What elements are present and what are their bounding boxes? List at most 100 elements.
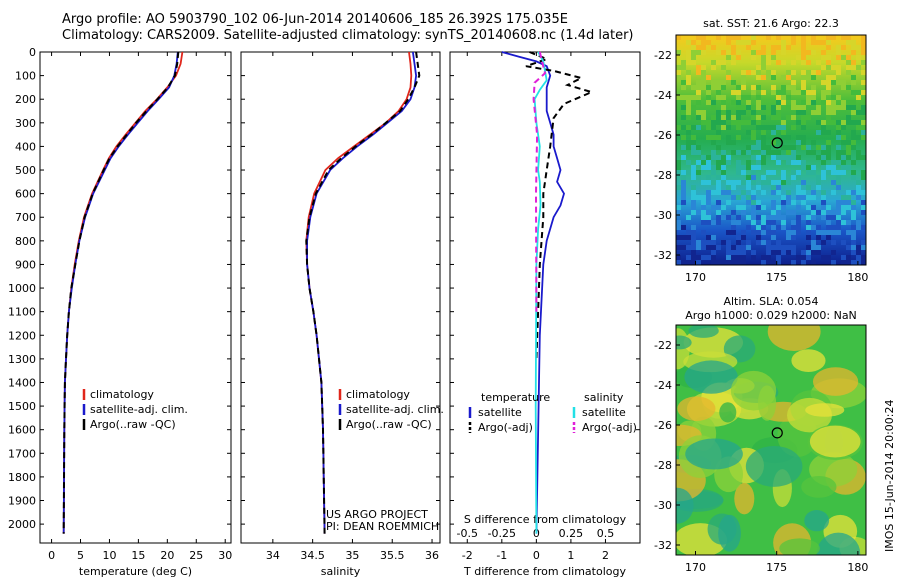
map-cell bbox=[776, 185, 781, 190]
map-cell bbox=[836, 70, 841, 75]
map-cell bbox=[726, 200, 731, 205]
map-cell bbox=[681, 235, 686, 240]
map-cell bbox=[781, 225, 786, 230]
map-cell bbox=[676, 210, 681, 215]
x2-tick-label: 0.5 bbox=[597, 527, 615, 540]
map-cell bbox=[851, 215, 856, 220]
map-cell bbox=[676, 65, 681, 70]
map-cell bbox=[831, 75, 836, 80]
map-cell bbox=[761, 255, 766, 260]
map-cell bbox=[781, 130, 786, 135]
map-cell bbox=[751, 230, 756, 235]
map-cell bbox=[766, 260, 771, 265]
map-cell bbox=[841, 55, 846, 60]
map-cell bbox=[721, 85, 726, 90]
map-cell bbox=[851, 225, 856, 230]
legend-header: temperature bbox=[481, 391, 550, 404]
map-cell bbox=[676, 185, 681, 190]
map-cell bbox=[821, 255, 826, 260]
map-cell bbox=[726, 240, 731, 245]
map-cell bbox=[681, 85, 686, 90]
map-cell bbox=[721, 175, 726, 180]
map-cell bbox=[801, 135, 806, 140]
map-cell bbox=[691, 145, 696, 150]
map-cell bbox=[796, 135, 801, 140]
map-cell bbox=[716, 85, 721, 90]
map-cell bbox=[716, 50, 721, 55]
argo-position-marker bbox=[771, 427, 783, 439]
map-cell bbox=[836, 170, 841, 175]
map-cell bbox=[701, 160, 706, 165]
map-cell bbox=[691, 240, 696, 245]
map-cell bbox=[721, 150, 726, 155]
map-cell bbox=[726, 110, 731, 115]
map-cell bbox=[861, 170, 866, 175]
map-cell bbox=[811, 85, 816, 90]
map-cell bbox=[831, 165, 836, 170]
map-field bbox=[676, 325, 866, 555]
map-cell bbox=[816, 250, 821, 255]
map-cell bbox=[761, 145, 766, 150]
panel-frame-0 bbox=[39, 51, 232, 544]
map-cell bbox=[691, 205, 696, 210]
map-cell bbox=[711, 245, 716, 250]
map-cell bbox=[821, 170, 826, 175]
map-cell bbox=[701, 65, 706, 70]
map-y-tick-label: -28 bbox=[654, 459, 672, 472]
map-cell bbox=[701, 205, 706, 210]
map-cell bbox=[711, 170, 716, 175]
map-cell bbox=[751, 120, 756, 125]
map-cell bbox=[741, 165, 746, 170]
map-cell bbox=[806, 215, 811, 220]
map-cell bbox=[791, 90, 796, 95]
map-cell bbox=[841, 210, 846, 215]
map-cell bbox=[761, 75, 766, 80]
map-cell bbox=[751, 175, 756, 180]
map-cell bbox=[856, 195, 861, 200]
map-cell bbox=[801, 140, 806, 145]
map-cell bbox=[756, 165, 761, 170]
x-tick-label: 35.5 bbox=[380, 549, 405, 562]
map-cell bbox=[766, 215, 771, 220]
map-cell bbox=[716, 190, 721, 195]
map-cell bbox=[826, 130, 831, 135]
map-cell bbox=[696, 115, 701, 120]
map-cell bbox=[766, 250, 771, 255]
y-tick-label: 1600 bbox=[8, 424, 36, 437]
map-cell bbox=[811, 165, 816, 170]
map-cell bbox=[681, 65, 686, 70]
map-cell bbox=[851, 40, 856, 45]
map-cell bbox=[771, 75, 776, 80]
map-cell bbox=[786, 105, 791, 110]
map-cell bbox=[751, 220, 756, 225]
map-cell bbox=[701, 70, 706, 75]
map-cell bbox=[821, 80, 826, 85]
map-cell bbox=[811, 150, 816, 155]
map-cell bbox=[806, 185, 811, 190]
map-cell bbox=[836, 215, 841, 220]
map-cell bbox=[816, 180, 821, 185]
map-cell bbox=[761, 230, 766, 235]
map-cell bbox=[746, 120, 751, 125]
map-cell bbox=[856, 185, 861, 190]
map-cell bbox=[741, 110, 746, 115]
map-cell bbox=[826, 75, 831, 80]
map-cell bbox=[796, 175, 801, 180]
map-cell bbox=[801, 35, 806, 40]
map-cell bbox=[791, 175, 796, 180]
map-cell bbox=[801, 145, 806, 150]
imos-timestamp: IMOS 15-Jun-2014 20:00:24 bbox=[883, 399, 896, 552]
map-cell bbox=[751, 255, 756, 260]
map-cell bbox=[676, 125, 681, 130]
y-tick-label: 400 bbox=[15, 140, 36, 153]
map-cell bbox=[786, 85, 791, 90]
map-cell bbox=[691, 230, 696, 235]
map-cell bbox=[751, 145, 756, 150]
map-cell bbox=[816, 105, 821, 110]
map-cell bbox=[786, 245, 791, 250]
map-cell bbox=[771, 250, 776, 255]
map-cell bbox=[716, 245, 721, 250]
map-cell bbox=[806, 95, 811, 100]
map-cell bbox=[686, 245, 691, 250]
map-blob bbox=[809, 425, 861, 458]
